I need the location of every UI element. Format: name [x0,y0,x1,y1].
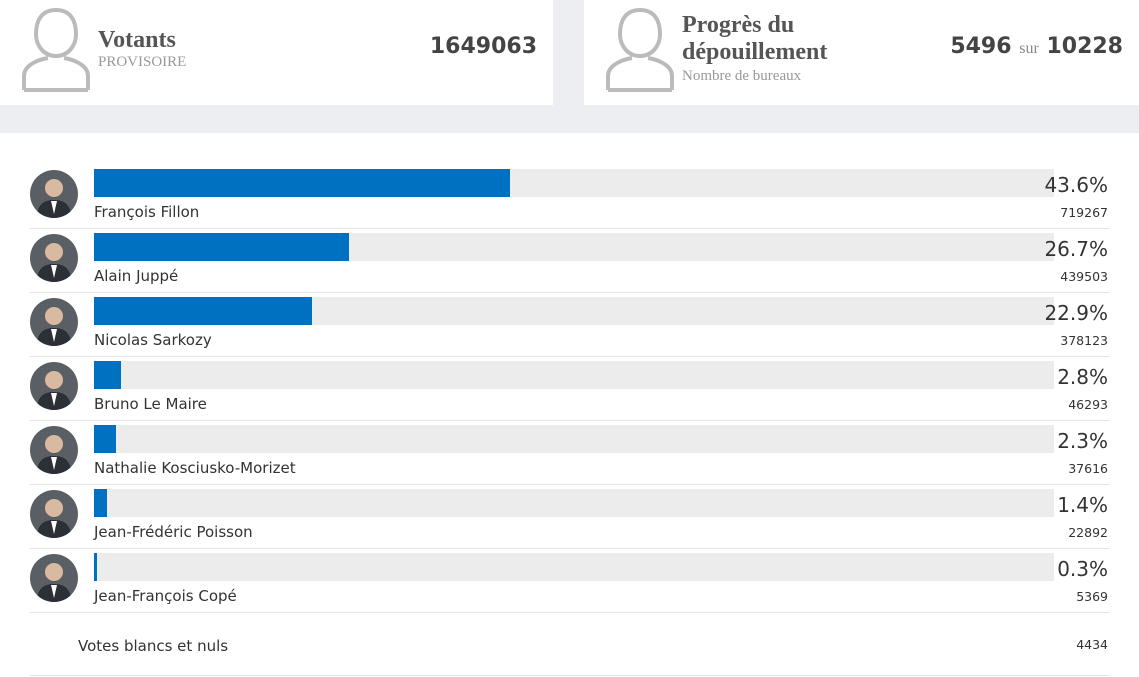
percent-label: 22.9% [1044,301,1108,325]
voters-card: Votants PROVISOIRE 1649063 [0,0,553,105]
person-icon [22,7,90,92]
percent-label: 0.3% [1057,557,1108,581]
percent-label: 26.7% [1044,237,1108,261]
blank-label: Votes blancs et nuls [78,637,229,655]
progress-card: Progrès du dépouillement Nombre de burea… [584,0,1139,105]
bar-track [94,361,1054,389]
bar [94,489,108,517]
voters-value: 1649063 [429,34,537,59]
blank-votes: 4434 [1076,637,1108,652]
candidate-photo [30,426,78,474]
photo-silhouette [36,371,72,410]
header: Votants PROVISOIRE 1649063 Progrès du dé… [0,0,1139,133]
candidate-row: François Fillon 43.6% 719267 [30,165,1110,229]
bar [94,361,121,389]
bar-track [94,489,1054,517]
percent-label: 2.8% [1057,365,1108,389]
photo-silhouette [36,499,72,538]
bar-track [94,553,1054,581]
progress-title: Progrès du dépouillement [682,12,828,65]
bar [94,169,510,197]
vote-count: 439503 [1060,269,1108,284]
blank-row: Votes blancs et nuls 4434 [30,613,1110,676]
results: François Fillon 43.6% 719267 Alain Juppé 26.… [30,165,1110,613]
candidate-row: Nathalie Kosciusko-Morizet 2.3% 37616 [30,421,1110,485]
voters-subtitle: PROVISOIRE [98,54,187,70]
photo-silhouette [36,435,72,474]
separator: sur [1019,40,1039,57]
counted: 5496 [950,34,1012,59]
candidate-name: Nathalie Kosciusko-Morizet [94,459,296,477]
candidate-row: Jean-Frédéric Poisson 1.4% 22892 [30,485,1110,549]
candidate-name: Bruno Le Maire [94,395,207,413]
vote-count: 719267 [1060,205,1108,220]
bar-track [94,425,1054,453]
candidate-photo [30,298,78,346]
candidate-name: Alain Juppé [94,267,179,285]
vote-count: 37616 [1068,461,1108,476]
candidate-row: Bruno Le Maire 2.8% 46293 [30,357,1110,421]
bar [94,297,313,325]
photo-silhouette [36,307,72,346]
vote-count: 46293 [1068,397,1108,412]
candidate-photo [30,490,78,538]
voters-title: Votants [98,27,176,53]
bar [94,233,349,261]
progress-subtitle: Nombre de bureaux [682,68,802,84]
photo-silhouette [36,179,72,218]
vote-count: 5369 [1076,589,1108,604]
vote-count: 378123 [1060,333,1108,348]
candidate-row: Jean-François Copé 0.3% 5369 [30,549,1110,613]
photo-silhouette [36,243,72,282]
candidate-name: Jean-François Copé [94,587,237,605]
candidate-name: François Fillon [94,203,200,221]
bar [94,553,97,581]
bar-track [94,233,1054,261]
vote-count: 22892 [1068,525,1108,540]
candidate-name: Nicolas Sarkozy [94,331,212,349]
percent-label: 43.6% [1044,173,1108,197]
percent-label: 2.3% [1057,429,1108,453]
total: 10228 [1046,34,1123,59]
percent-label: 1.4% [1057,493,1108,517]
candidate-photo [30,170,78,218]
bar-track [94,297,1054,325]
candidate-photo [30,554,78,602]
photo-silhouette [36,563,72,602]
bar [94,425,116,453]
progress-value: 5496 sur 10228 [950,34,1123,59]
bar-track [94,169,1054,197]
candidate-name: Jean-Frédéric Poisson [94,523,253,541]
person-icon [606,7,674,92]
candidate-row: Alain Juppé 26.7% 439503 [30,229,1110,293]
candidate-photo [30,362,78,410]
candidate-photo [30,234,78,282]
candidate-row: Nicolas Sarkozy 22.9% 378123 [30,293,1110,357]
